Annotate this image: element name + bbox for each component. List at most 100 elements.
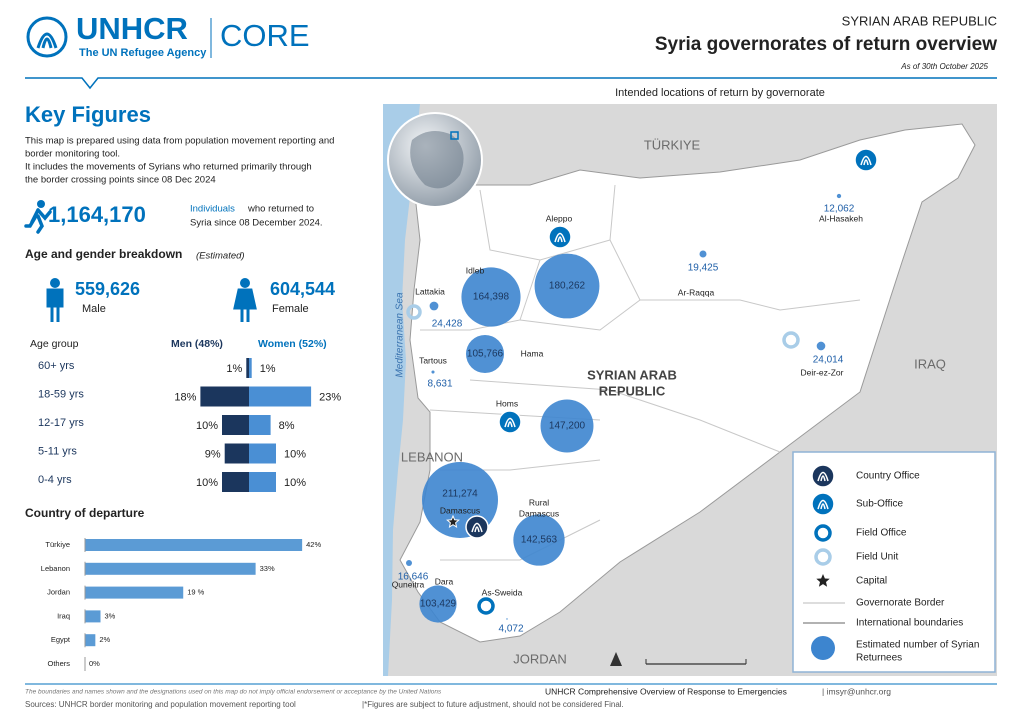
men-bar: [224, 443, 249, 464]
country-label: Jordan: [47, 588, 70, 597]
capital: [816, 574, 830, 587]
return-bubble: [465, 334, 505, 374]
departure-bar: [85, 586, 184, 599]
return-bubble: [836, 193, 842, 199]
office-mark: [554, 232, 566, 243]
women-bar: [249, 415, 271, 435]
country-label: REPUBLIC: [599, 383, 666, 398]
departure-value: 33%: [260, 564, 275, 573]
age-group: 60+ yrs: [38, 360, 75, 372]
departure-value: 2%: [99, 635, 110, 644]
women-label: 10%: [284, 477, 306, 489]
legend-label: Capital: [856, 576, 887, 587]
section-title: Country of departure: [25, 506, 145, 520]
office-icon: [814, 548, 832, 566]
neighbour-country: TÜRKIYE: [644, 137, 701, 152]
legend-label: Estimated number of Syrian: [856, 640, 979, 651]
governorate-value: 24,014: [813, 355, 844, 366]
return-bubble: [699, 250, 707, 258]
total-returnees: 1,164,170: [48, 202, 146, 227]
office-mark: [817, 499, 829, 510]
governorate-value: 24,428: [432, 319, 463, 330]
return-bubble: [534, 253, 600, 319]
org: UNHCR: [76, 11, 188, 46]
governorate-name: Al-Hasakeh: [819, 213, 863, 223]
men-bar: [200, 386, 249, 407]
section-title: Key Figures: [25, 102, 151, 127]
sources: Sources: UNHCR border monitoring and pop…: [25, 700, 296, 709]
logo: [26, 16, 68, 58]
governorate-name: Hama: [521, 348, 544, 358]
governorate-name: Deir-ez-Zor: [801, 367, 844, 377]
women-bar: [249, 358, 252, 378]
product: CORE: [220, 18, 310, 53]
age-group: 18-59 yrs: [38, 388, 84, 400]
men-label: 1%: [226, 363, 242, 375]
country-label: Iraq: [57, 611, 70, 620]
office-icon: [406, 304, 422, 320]
sea-label: Mediterranean Sea: [395, 292, 406, 377]
email: | imsyr@unhcr.org: [822, 686, 891, 696]
governorate-value: 12,062: [824, 204, 855, 215]
men-label: 18%: [174, 391, 196, 403]
return-bubble: [429, 301, 439, 311]
description: border monitoring tool.: [25, 149, 120, 160]
governorate-value: 19,425: [688, 263, 719, 274]
country-label: Lebanon: [41, 564, 70, 573]
men-bar: [222, 472, 249, 492]
legend-label: Field Unit: [856, 552, 898, 563]
returnee-icon: [24, 200, 52, 234]
departure-bar: [85, 610, 101, 623]
governorate-value: 105,766: [467, 349, 504, 360]
governorate-name: Lattakia: [415, 286, 445, 296]
men-label: 10%: [196, 420, 218, 432]
return-bubble: [461, 267, 521, 327]
legend-bubble: [811, 636, 835, 660]
governorate-value: 142,563: [521, 535, 558, 546]
governorate-name: Damascus: [440, 505, 480, 515]
women-bar: [249, 443, 276, 464]
office-icon: [477, 597, 495, 615]
return-bubble: [506, 618, 508, 620]
men-bar: [246, 358, 249, 378]
women-label: 23%: [319, 391, 341, 403]
column-header: Men (48%): [171, 338, 223, 350]
returnees-text: Syria since 08 December 2024.: [190, 218, 323, 229]
icon-body: [24, 208, 52, 234]
field-unit: [782, 331, 800, 349]
icon-head: [37, 200, 45, 208]
field-office: [477, 597, 495, 615]
country: SYRIAN ARAB REPUBLIC: [842, 13, 997, 28]
governorate-value: 180,262: [549, 281, 586, 292]
male-icon: [46, 278, 64, 322]
map: [383, 104, 997, 676]
section-title: Age and gender breakdown: [25, 247, 182, 261]
departure-bar: [85, 562, 256, 575]
tagline: The UN Refugee Agency: [79, 47, 207, 59]
governorate-name: Homs: [496, 398, 518, 408]
governorate-name: As-Sweida: [482, 587, 523, 597]
governorate-name: Rural: [529, 497, 549, 507]
returnees-text: who returned to: [247, 204, 314, 215]
column-header: Women (52%): [258, 338, 327, 350]
country-label: Türkiye: [45, 540, 70, 549]
male-label: Male: [82, 303, 106, 315]
governorate-name: Quneitra: [392, 579, 425, 589]
icon-body: [233, 288, 257, 322]
country-label: Others: [47, 659, 70, 668]
returnees-highlight: Individuals: [190, 204, 235, 215]
office-icon: [814, 524, 832, 542]
office-icon: [465, 515, 489, 539]
governorate-name: Tartous: [419, 355, 447, 365]
field-office: [814, 524, 832, 542]
legend-label: Country Office: [856, 471, 920, 482]
departure-value: 0%: [89, 659, 100, 668]
women-label: 8%: [279, 420, 295, 432]
office-mark: [817, 471, 829, 482]
governorate-value: 211,274: [442, 489, 478, 500]
departure-value: 19 %: [187, 588, 204, 597]
age-group: 0-4 yrs: [38, 474, 72, 486]
female-label: Female: [272, 303, 309, 315]
section-note: (Estimated): [196, 251, 245, 262]
